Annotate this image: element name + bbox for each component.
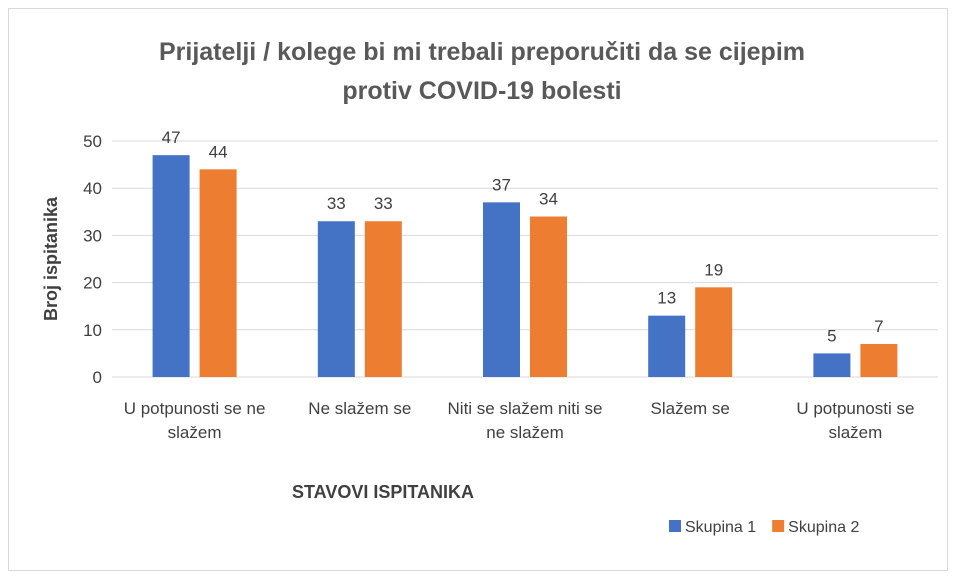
legend-label: Skupina 1 <box>685 519 756 536</box>
y-axis-label: Broj ispitanika <box>41 196 61 321</box>
x-tick-label: Niti se slažem niti se ne slažem <box>447 399 603 442</box>
data-label: 44 <box>209 142 228 161</box>
data-label: 19 <box>704 260 723 279</box>
data-label: 13 <box>657 289 676 308</box>
x-tick-label: U potpunosti se ne slažem <box>123 399 266 442</box>
bar <box>364 221 402 377</box>
legend-label: Skupina 2 <box>788 519 859 536</box>
y-tick-label: 10 <box>83 321 102 340</box>
x-tick-label: Ne slažem se <box>308 399 412 418</box>
bar <box>648 315 686 377</box>
data-label: 33 <box>327 194 346 213</box>
bar <box>530 216 567 377</box>
data-label: 7 <box>874 317 883 336</box>
bar <box>317 221 355 377</box>
data-label: 34 <box>539 190 558 209</box>
data-label: 5 <box>827 326 836 345</box>
chart-title: Prijatelji / kolege bi mi trebali prepor… <box>159 38 805 66</box>
bar <box>483 202 520 377</box>
bar <box>152 155 190 377</box>
y-tick-label: 50 <box>83 132 102 151</box>
y-tick-label: 30 <box>83 226 102 245</box>
x-tick-label: U potpunosti se slažem <box>796 399 915 442</box>
data-label: 47 <box>162 128 181 147</box>
bar <box>860 343 898 377</box>
data-label: 37 <box>492 175 511 194</box>
bar <box>695 287 733 377</box>
data-label: 33 <box>374 194 393 213</box>
y-tick-label: 40 <box>83 179 102 198</box>
bar <box>199 169 237 377</box>
y-tick-label: 20 <box>83 274 102 293</box>
y-tick-label: 0 <box>93 368 102 387</box>
legend-swatch <box>772 520 785 532</box>
bar <box>813 353 851 377</box>
x-tick-label: Slažem se <box>650 399 730 418</box>
legend-swatch <box>669 520 681 532</box>
x-axis-label: STAVOVI ISPITANIKA <box>292 482 474 502</box>
chart-title: protiv COVID-19 bolesti <box>342 77 621 105</box>
